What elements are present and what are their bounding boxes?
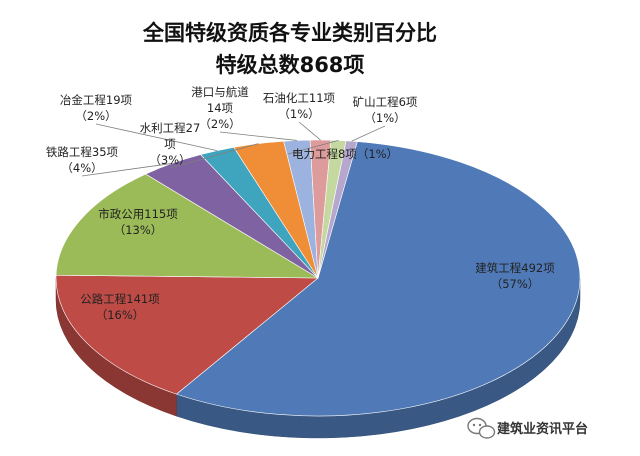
slice-label-港口与航道: 港口与航道 14项 （2%） xyxy=(191,85,249,131)
leader-line-水利工程 xyxy=(169,143,259,169)
watermark: 建筑业资讯平台 xyxy=(467,417,588,439)
slice-label-电力工程: 电力工程8项（1%） xyxy=(292,147,398,161)
slice-label-percent: （16%） xyxy=(96,308,145,322)
slice-label-percent: （2%） xyxy=(199,117,240,131)
leader-line-冶金工程 xyxy=(95,123,218,152)
slice-label-count: 市政公用115项 xyxy=(98,207,178,221)
slice-label-count: 铁路工程35项 xyxy=(46,145,119,159)
slice-label-percent: （1%） xyxy=(278,107,319,121)
slice-label-count: 建筑工程492项 xyxy=(475,261,555,275)
slice-label-矿山工程: 矿山工程6项 （1%） xyxy=(353,95,418,125)
slice-label-percent: （4%） xyxy=(61,161,102,175)
wechat-icon xyxy=(467,417,496,439)
slice-label-石油化工: 石油化工11项 （1%） xyxy=(263,91,336,121)
slice-label-count: 公路工程141项 xyxy=(80,292,160,306)
chart-title: 全国特级资质各专业类别百分比 xyxy=(142,21,437,45)
leader-line-港口与航道 xyxy=(219,131,297,141)
leader-line-石油化工 xyxy=(298,121,321,141)
slice-label-count-cont: 项 xyxy=(164,137,176,151)
slice-label-percent: （57%） xyxy=(491,277,540,291)
slice-label-count-cont: 14项 xyxy=(207,101,234,115)
slice-label-铁路工程: 铁路工程35项 （4%） xyxy=(46,145,119,175)
slice-label-percent: （1%） xyxy=(364,111,405,125)
slice-label-count: 矿山工程6项 xyxy=(353,95,418,109)
slice-label-percent: （2%） xyxy=(75,109,116,123)
slice-label-percent: （13%） xyxy=(114,223,163,237)
slice-label-count: 港口与航道 xyxy=(191,85,249,99)
slice-label-水利工程: 水利工程27 项 （3%） xyxy=(140,121,201,167)
slice-label-公路工程: 公路工程141项 （16%） xyxy=(80,292,160,322)
slice-label-市政公用: 市政公用115项 （13%） xyxy=(98,207,178,237)
watermark-text: 建筑业资讯平台 xyxy=(497,421,588,437)
slice-label-count: 石油化工11项 xyxy=(263,91,336,105)
pie-slices xyxy=(55,139,581,417)
leader-line-电力工程 xyxy=(287,140,339,155)
slice-label-count: 水利工程27 xyxy=(140,121,201,135)
slice-label-text: 电力工程8项（1%） xyxy=(292,147,398,161)
slice-labels: 建筑工程492项 （57%） 公路工程141项 （16%） 市政公用115项 （13%） 铁… xyxy=(46,85,555,322)
pie-slice-公路工程 xyxy=(55,274,319,395)
pie-slice-建筑工程 xyxy=(175,141,581,417)
slice-label-冶金工程: 冶金工程19项 （2%） xyxy=(60,93,133,123)
slice-label-percent: （3%） xyxy=(149,153,190,167)
leader-line-矿山工程 xyxy=(351,125,386,142)
slice-label-建筑工程: 建筑工程492项 （57%） xyxy=(475,261,555,291)
slice-label-count: 冶金工程19项 xyxy=(60,93,133,107)
chart-subtitle: 特级总数868项 xyxy=(216,53,365,77)
pie-slice-市政公用 xyxy=(55,173,320,279)
leader-lines xyxy=(81,121,386,177)
pie-slice-矿山工程 xyxy=(317,140,358,279)
leader-line-铁路工程 xyxy=(81,163,173,177)
